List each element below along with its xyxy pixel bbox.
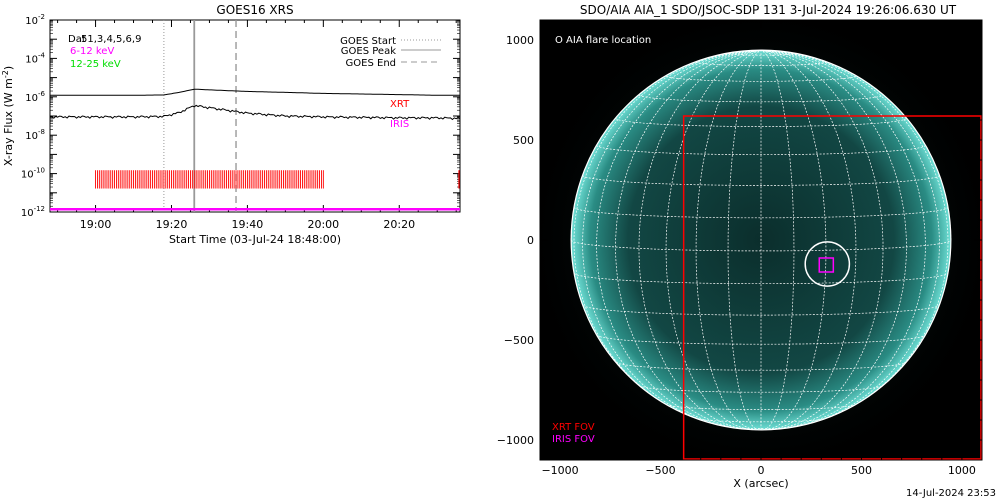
aia-ticks	[540, 20, 982, 460]
legend-12-25kev: 12-25 keV	[70, 59, 121, 70]
longitude-line	[573, 50, 762, 420]
iris-fov-box	[818, 257, 835, 273]
legend-goes-start: GOES Start	[340, 36, 396, 47]
xrt-fov-box	[682, 115, 982, 460]
goes-series-long	[50, 88, 460, 96]
legend-dat: Dat	[68, 34, 86, 45]
latitude-line	[639, 385, 883, 393]
goes-y-tick-label: 10-10	[21, 167, 45, 181]
goes-panel: GOES16 XRS 19:00 19:20 19:40 20:00 20:20 10-…	[1, 3, 461, 246]
aia-y-tick-label: 0	[527, 234, 534, 247]
aia-x-tick-labels: −1000 −500 0 500 1000	[541, 464, 975, 477]
goes-x-tick-labels: 19:00 19:20 19:40 20:00 20:20	[80, 218, 415, 231]
iris-fov-label: IRIS FOV	[552, 434, 595, 445]
longitude-line	[760, 50, 926, 429]
legend-goes-peak: GOES Peak	[341, 46, 396, 57]
goes-y-axis-label: X-ray Flux (W m-2)	[1, 66, 15, 166]
aia-y-tick-labels: −1000 −500 0 500 1000	[497, 34, 534, 447]
aia-y-tick-label: 1000	[506, 34, 534, 47]
goes-y-tick-label: 10-2	[25, 13, 45, 27]
goes-series-short	[49, 104, 461, 121]
latitude-line	[666, 404, 856, 410]
xrt-fov-label: XRT FOV	[552, 422, 595, 433]
latitude-line	[573, 207, 949, 219]
aia-y-tick-label: −500	[504, 334, 534, 347]
solar-limb	[570, 49, 952, 431]
iris-label: IRIS	[390, 119, 409, 130]
goes-title: GOES16 XRS	[216, 3, 293, 17]
goes-y-axis-label-sup: -2	[1, 70, 10, 78]
legend-channels: 51,3,4,5,6,9	[81, 34, 141, 45]
longitude-line	[760, 50, 949, 420]
aia-y-tick-label: −1000	[497, 434, 534, 447]
goes-y-axis-label-close: )	[2, 66, 15, 70]
latitude-line	[638, 94, 884, 103]
aia-x-tick-label: 0	[758, 464, 765, 477]
footer-timestamp: 14-Jul-2024 23:53	[906, 488, 996, 499]
longitude-line	[727, 50, 762, 431]
longitude-line	[760, 50, 857, 431]
goes-x-axis-label: Start Time (03-Jul-24 18:48:00)	[169, 233, 341, 246]
xrt-observation-ticks	[95, 170, 460, 189]
longitude-line	[760, 50, 795, 431]
goes-x-tick-label: 19:20	[156, 218, 188, 231]
longitude-line	[760, 50, 884, 430]
aia-image	[540, 20, 982, 460]
longitude-line	[760, 50, 827, 431]
goes-series	[49, 88, 461, 211]
latitude-line	[582, 304, 940, 316]
longitude-line	[582, 50, 762, 428]
goes-y-tick-label: 10-6	[25, 90, 45, 104]
latitude-line	[573, 273, 949, 285]
longitude-line	[638, 50, 762, 430]
goes-x-tick-label: 19:40	[232, 218, 264, 231]
goes-y-tick-label: 10-8	[25, 128, 45, 142]
goes-x-tick-label: 20:20	[383, 218, 415, 231]
xrt-label: XRT	[390, 99, 410, 110]
goes-x-tick-label: 19:00	[80, 218, 112, 231]
legend-6-12kev: 6-12 keV	[70, 46, 114, 57]
aia-y-tick-label: 500	[513, 134, 534, 147]
aia-x-tick-label: 500	[851, 464, 872, 477]
legend-goes-end: GOES End	[346, 58, 396, 69]
goes-y-tick-label: 10-4	[25, 51, 45, 65]
aia-panel: SDO/AIA AIA_1 SDO/JSOC-SDP 131 3-Jul-202…	[497, 3, 996, 499]
longitude-line	[695, 50, 762, 431]
goes-y-tick-labels: 10-12 10-10 10-8 10-6 10-4 10-2	[21, 13, 46, 219]
aia-title: SDO/AIA AIA_1 SDO/JSOC-SDP 131 3-Jul-202…	[580, 3, 957, 17]
longitude-line	[760, 50, 940, 428]
aia-x-tick-label: −1000	[541, 464, 578, 477]
aia-x-tick-label: 1000	[948, 464, 976, 477]
aia-x-axis-label: X (arcsec)	[733, 477, 788, 490]
longitude-line	[596, 50, 762, 429]
goes-y-tick-label: 10-12	[21, 205, 45, 219]
longitude-line	[665, 50, 762, 431]
goes-x-tick-label: 20:00	[307, 218, 339, 231]
heliographic-grid	[570, 49, 952, 431]
aia-x-tick-label: −500	[645, 464, 675, 477]
aia-flare-legend: O AIA flare location	[555, 35, 651, 46]
goes-y-axis-label-main: X-ray Flux (W m	[2, 78, 15, 166]
flare-location-circle	[804, 241, 851, 287]
